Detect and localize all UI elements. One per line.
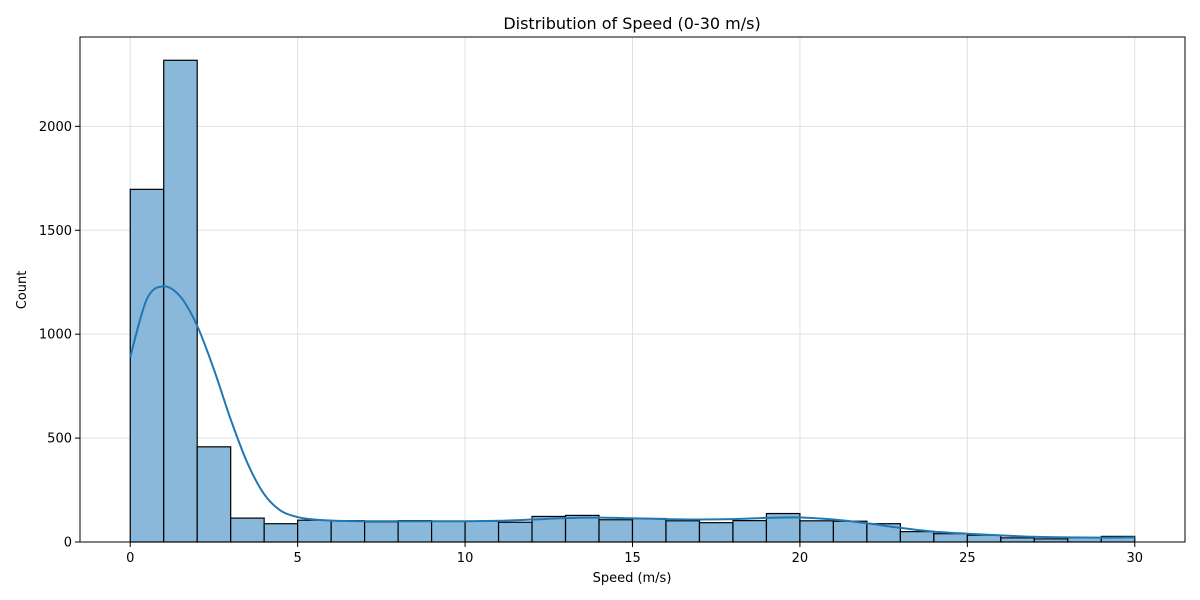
histogram-bar [297,519,332,543]
histogram-bar [732,519,768,543]
histogram-bar [397,519,433,543]
histogram-bar [598,519,634,543]
x-tick-label: 25 [959,551,976,566]
x-tick-label: 10 [457,551,474,566]
kde-curve [129,285,1135,539]
histogram-bar [129,188,165,543]
x-tick-label: 0 [126,551,134,566]
histogram-bar [698,522,734,543]
histogram-bar [163,59,198,543]
histogram-bar [497,521,533,543]
x-tick-label: 5 [294,551,302,566]
histogram-bar [330,519,366,543]
axis-ticks: 0 5 10 15 20 25 30 0 500 1000 1500 2000 [39,120,1143,566]
x-tick-label: 30 [1126,551,1143,566]
histogram-bar [1000,537,1035,543]
histogram-bar [564,514,600,543]
y-axis-label: Count [15,271,30,310]
y-tick-label: 2000 [39,120,72,135]
histogram-bar [364,521,399,543]
y-tick-label: 1500 [39,224,72,239]
histogram-bar [196,446,232,543]
histogram-bars [129,59,1136,543]
histogram-bar [933,533,968,543]
histogram-bar [263,523,299,543]
histogram-bar [799,520,835,543]
y-tick-label: 1000 [39,328,72,343]
histogram-bar [899,531,935,543]
histogram-bar [665,520,701,543]
grid-lines [80,37,1185,543]
x-tick-label: 15 [624,551,641,566]
y-tick-label: 0 [64,536,72,551]
histogram-bar [464,520,500,543]
x-tick-label: 20 [792,551,809,566]
y-tick-label: 500 [47,432,72,447]
histogram-bar [230,517,265,543]
histogram-bar [631,517,667,543]
histogram-bar [966,534,1002,543]
histogram-bar [832,520,868,543]
chart-title: Distribution of Speed (0-30 m/s) [503,14,760,33]
histogram-bar [430,520,466,543]
x-axis-label: Speed (m/s) [593,571,672,586]
